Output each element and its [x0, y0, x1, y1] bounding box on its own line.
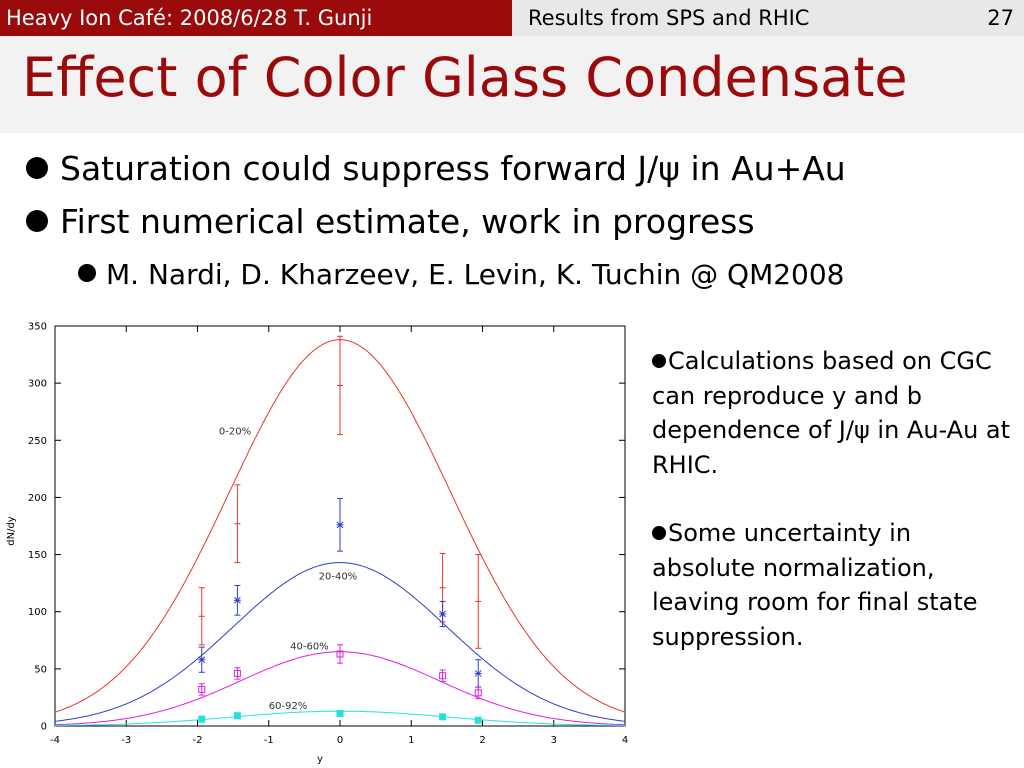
title-bar: Effect of Color Glass Condensate [0, 36, 1024, 133]
side-notes: Calculations based on CGC can reproduce … [652, 344, 1012, 688]
side-note: Some uncertainty in absolute normalizati… [652, 516, 1012, 654]
data-point [336, 644, 344, 664]
data-point [198, 646, 206, 673]
x-tick-label: 4 [622, 735, 628, 746]
data-point [439, 600, 447, 628]
x-tick-label: 3 [551, 735, 557, 746]
header-section: Results from SPS and RHIC [528, 6, 810, 30]
data-point [474, 686, 482, 700]
data-point [439, 669, 447, 682]
bullet-item: Saturation could suppress forward J/ψ in… [26, 149, 846, 188]
data-point [336, 709, 344, 717]
data-point [234, 484, 241, 564]
marker-filled-square [336, 709, 344, 717]
marker-star [234, 596, 241, 604]
y-tick-label: 50 [34, 664, 47, 675]
data-point [233, 712, 241, 720]
marker-star [474, 670, 482, 677]
x-tick-label: 2 [479, 735, 485, 746]
y-tick-label: 250 [28, 436, 47, 447]
bullet-text: M. Nardi, D. Kharzeev, E. Levin, K. Tuch… [106, 258, 845, 291]
data-point [439, 713, 447, 721]
marker-filled-square [198, 715, 206, 723]
bullet-dot-icon [78, 264, 96, 282]
bullet-dot-icon [26, 156, 48, 179]
header-section-bar: Results from SPS and RHIC 27 [512, 0, 1024, 36]
y-tick-label: 350 [28, 322, 47, 333]
y-axis-label: dN/dy [6, 516, 17, 546]
header-bar: Heavy Ion Café: 2008/6/28 T. Gunji Resul… [0, 0, 1024, 36]
marker-filled-square [233, 712, 241, 720]
marker-square [233, 669, 241, 677]
bullet-text: Saturation could suppress forward J/ψ in… [60, 149, 846, 188]
data-point [475, 554, 482, 649]
slide-title: Effect of Color Glass Condensate [22, 46, 908, 109]
marker-square [474, 689, 482, 697]
data-point [233, 584, 241, 616]
marker-filled-square [439, 713, 447, 721]
side-note-text: Some uncertainty in absolute normalizati… [652, 519, 978, 651]
y-tick-label: 150 [28, 550, 47, 561]
series-label: 20-40% [319, 572, 358, 583]
bullet-item: First numerical estimate, work in progre… [26, 202, 755, 241]
header-event: Heavy Ion Café: 2008/6/28 T. Gunji [0, 0, 512, 36]
x-tick-label: -3 [121, 735, 131, 746]
marker-filled-square [474, 716, 482, 724]
marker-star [439, 610, 446, 618]
x-axis-label: y [317, 754, 323, 765]
y-tick-label: 200 [28, 493, 47, 504]
marker-square [198, 685, 206, 693]
marker-star [198, 656, 206, 664]
bullet-dot-icon [652, 526, 666, 540]
x-tick-label: -2 [193, 735, 203, 746]
data-point [474, 659, 482, 688]
data-point [474, 716, 482, 724]
marker-square [336, 650, 344, 658]
series-label: 0-20% [219, 427, 251, 438]
marker-square [439, 672, 447, 680]
sub-bullet-item: M. Nardi, D. Kharzeev, E. Levin, K. Tuch… [78, 258, 845, 291]
page-number: 27 [987, 6, 1014, 30]
y-tick-label: 100 [28, 607, 47, 618]
series-label: 60-92% [269, 701, 308, 712]
data-point [198, 683, 206, 696]
data-point [336, 498, 344, 552]
x-tick-label: 1 [408, 735, 414, 746]
dndy-chart: -4 -3 -2 -1 0 1 2 3 4 0 50 100 150 200 250 300 350 y dN/dy… [0, 318, 640, 766]
data-point [198, 587, 205, 646]
y-tick-label: 0 [41, 722, 47, 733]
series-line [54, 562, 626, 722]
x-tick-label: -1 [264, 735, 274, 746]
series-label: 40-60% [290, 641, 329, 652]
x-tick-label: -4 [50, 735, 60, 746]
side-note: Calculations based on CGC can reproduce … [652, 344, 1012, 482]
bullet-dot-icon [652, 354, 666, 368]
x-tick-label: 0 [337, 735, 343, 746]
marker-star [336, 521, 344, 529]
bullet-text: First numerical estimate, work in progre… [60, 202, 755, 241]
data-point [233, 667, 241, 680]
data-point [198, 715, 206, 723]
side-note-text: Calculations based on CGC can reproduce … [652, 347, 1011, 479]
bullet-dot-icon [26, 209, 48, 232]
data-point [337, 335, 343, 436]
y-tick-label: 300 [28, 379, 47, 390]
